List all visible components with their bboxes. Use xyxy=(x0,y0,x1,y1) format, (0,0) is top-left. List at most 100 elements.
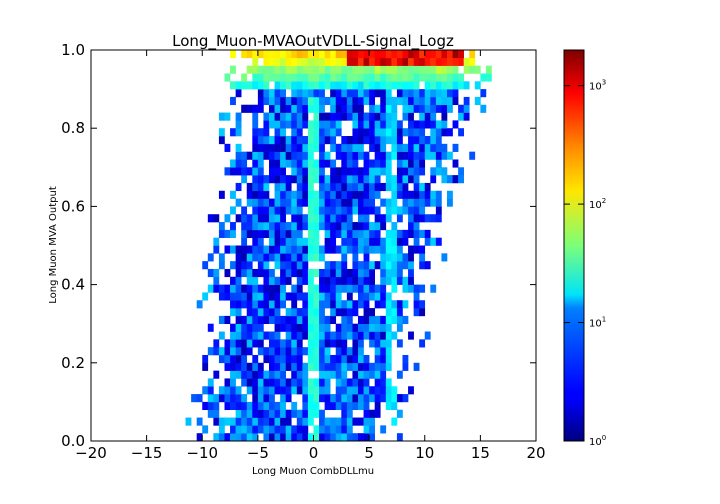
heatmap-cell xyxy=(235,370,242,379)
heatmap-cell xyxy=(296,425,303,434)
heatmap-cell xyxy=(419,182,426,192)
heatmap-cell xyxy=(363,417,370,426)
heatmap-cell xyxy=(413,151,420,160)
heatmap-cell xyxy=(252,104,259,113)
heatmap-cell xyxy=(424,237,431,246)
heatmap-cell xyxy=(330,261,337,270)
heatmap-cell xyxy=(296,417,303,426)
heatmap-cell xyxy=(358,323,364,332)
heatmap-cell xyxy=(257,386,264,395)
heatmap-cell xyxy=(285,50,292,59)
heatmap-cell xyxy=(307,354,314,364)
heatmap-cell xyxy=(252,300,259,309)
heatmap-cell xyxy=(402,261,409,270)
heatmap-cell xyxy=(291,143,298,152)
heatmap-cell xyxy=(324,401,331,411)
heatmap-cell xyxy=(341,143,348,152)
heatmap-cell xyxy=(396,323,403,332)
heatmap-cell xyxy=(246,81,253,90)
heatmap-cell xyxy=(285,394,292,403)
heatmap-cell xyxy=(441,128,448,137)
heatmap-cell xyxy=(430,190,437,199)
heatmap-cell xyxy=(202,362,209,371)
heatmap-cell xyxy=(346,394,353,403)
heatmap-cell xyxy=(291,323,298,332)
heatmap-cell xyxy=(302,81,309,90)
heatmap-cell xyxy=(458,104,464,113)
heatmap-cell xyxy=(257,284,264,293)
heatmap-cell xyxy=(274,151,281,160)
heatmap-cell xyxy=(369,73,375,82)
heatmap-cell xyxy=(352,128,359,137)
heatmap-cell xyxy=(352,222,359,231)
heatmap-cell xyxy=(458,57,464,66)
heatmap-cell xyxy=(313,198,320,207)
heatmap-cell xyxy=(319,245,325,254)
heatmap-cell xyxy=(352,339,359,348)
heatmap-cell xyxy=(385,394,392,403)
heatmap-cell xyxy=(324,386,331,395)
heatmap-cell xyxy=(385,253,392,262)
heatmap-cell xyxy=(291,354,298,364)
heatmap-cell xyxy=(313,143,320,152)
heatmap-cell xyxy=(463,57,470,66)
heatmap-cell xyxy=(280,362,286,371)
heatmap-cell xyxy=(213,276,220,285)
heatmap-cell xyxy=(230,331,236,340)
heatmap-cell xyxy=(374,331,381,340)
heatmap-cell xyxy=(335,104,342,113)
heatmap-cell xyxy=(274,143,281,152)
heatmap-cell xyxy=(319,50,325,59)
heatmap-cell xyxy=(413,120,420,129)
heatmap-cell xyxy=(307,362,314,371)
heatmap-cell xyxy=(402,128,409,137)
heatmap-cell xyxy=(263,378,270,387)
heatmap-cell xyxy=(291,292,298,301)
heatmap-cell xyxy=(246,276,253,285)
heatmap-cell xyxy=(402,300,409,309)
heatmap-cell xyxy=(280,300,286,309)
heatmap-cell xyxy=(380,237,387,246)
heatmap-cell xyxy=(352,73,359,82)
heatmap-cell xyxy=(424,190,431,199)
heatmap-cell xyxy=(391,261,398,270)
heatmap-cell xyxy=(313,57,320,66)
heatmap-cell xyxy=(380,136,387,145)
heatmap-cell xyxy=(241,206,248,215)
heatmap-cell xyxy=(463,65,470,74)
x-tick-label: 15 xyxy=(471,444,490,462)
heatmap-cell xyxy=(285,245,292,254)
heatmap-cell xyxy=(263,425,270,434)
heatmap-cell xyxy=(485,73,492,82)
heatmap-cell xyxy=(263,409,270,418)
heatmap-cell xyxy=(358,175,364,184)
heatmap-cell xyxy=(424,151,431,160)
heatmap-cell xyxy=(391,401,398,411)
heatmap-cell xyxy=(413,300,420,309)
heatmap-cell xyxy=(363,229,370,238)
heatmap-cell xyxy=(280,394,286,403)
heatmap-cell xyxy=(257,159,264,168)
heatmap-cell xyxy=(246,198,253,207)
heatmap-cell xyxy=(246,104,253,113)
heatmap-cell xyxy=(435,214,442,223)
heatmap-cell xyxy=(335,425,342,434)
heatmap-cell xyxy=(269,73,275,82)
heatmap-cell xyxy=(241,323,248,332)
heatmap-cell xyxy=(269,151,275,160)
heatmap-cell xyxy=(313,284,320,293)
heatmap-cell xyxy=(319,308,325,317)
heatmap-cell xyxy=(263,112,270,121)
heatmap-cell xyxy=(335,245,342,254)
heatmap-cell xyxy=(391,96,398,106)
heatmap-cell xyxy=(391,253,398,262)
heatmap-cell xyxy=(285,331,292,340)
heatmap-cell xyxy=(447,89,453,98)
heatmap-cell xyxy=(424,73,431,82)
heatmap-cell xyxy=(385,198,392,207)
heatmap-cell xyxy=(319,315,325,324)
heatmap-cell xyxy=(313,214,320,223)
heatmap-cell xyxy=(391,136,398,145)
heatmap-cell xyxy=(246,151,253,160)
heatmap-cell xyxy=(380,245,387,254)
